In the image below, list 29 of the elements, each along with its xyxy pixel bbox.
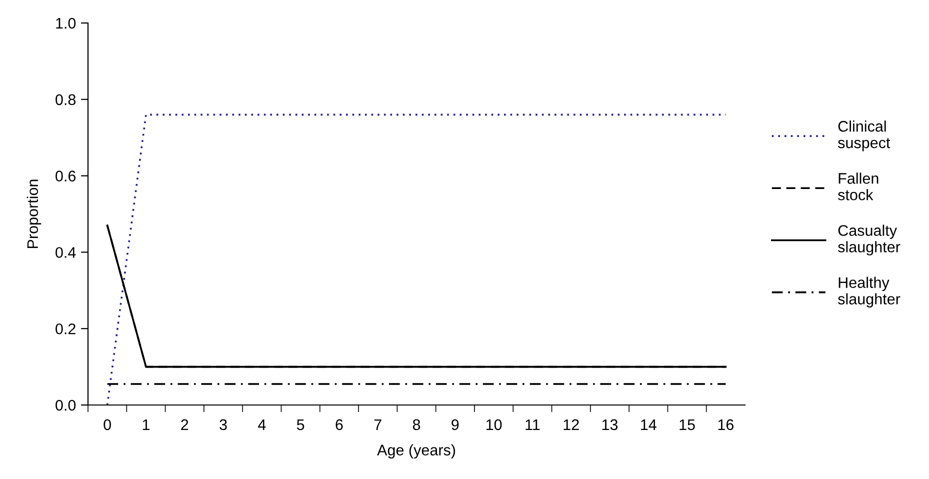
- y-tick-label: 0.4: [56, 247, 76, 258]
- y-tick-label: 0.8: [56, 94, 76, 106]
- x-tick-label: 5: [296, 419, 304, 430]
- x-tick-label: 15: [680, 419, 695, 430]
- x-tick-label: 11: [526, 419, 540, 430]
- x-tick-label: 9: [452, 419, 459, 430]
- x-tick-label: 1: [142, 419, 150, 430]
- x-tick-label: 2: [181, 419, 188, 430]
- legend-label: Healthy slaughter: [838, 276, 900, 308]
- legend-label: Fallen stock: [838, 172, 878, 200]
- y-tick-label: 0.0: [56, 400, 76, 411]
- x-tick-label: 3: [220, 419, 227, 430]
- legend-label: Clinical suspect: [838, 120, 890, 152]
- x-tick-label: 7: [374, 419, 382, 430]
- x-tick-label: 13: [602, 419, 618, 430]
- y-tick-label: 0.2: [56, 323, 76, 334]
- x-tick-label: 6: [336, 419, 343, 430]
- x-tick-label: 16: [718, 419, 734, 430]
- x-tick-label: 14: [641, 419, 656, 430]
- y-axis-title: Proportion: [26, 180, 42, 248]
- x-tick-label: 0: [104, 419, 111, 430]
- y-tick-label: 0.6: [56, 170, 76, 182]
- x-tick-label: 4: [258, 419, 266, 430]
- x-axis-title: Age (years): [377, 444, 456, 458]
- x-tick-label: 12: [564, 419, 579, 430]
- legend-label: Casualty slaughter: [838, 224, 900, 256]
- y-tick-label: 1.0: [56, 18, 76, 29]
- x-tick-label: 8: [412, 419, 420, 430]
- x-tick-label: 10: [486, 419, 502, 430]
